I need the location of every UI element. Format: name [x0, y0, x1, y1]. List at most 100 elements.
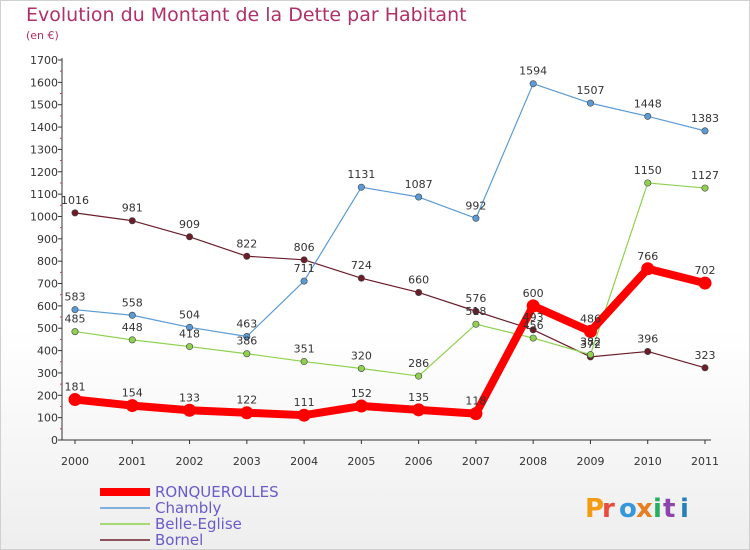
legend-label: Belle-Eglise	[155, 515, 242, 533]
brand-letter: i	[680, 494, 689, 524]
brand-letter: x	[636, 494, 653, 524]
y-tick-label: 200	[37, 389, 58, 402]
data-label: 485	[65, 313, 86, 326]
x-tick-label: 2002	[176, 455, 204, 468]
data-point	[68, 393, 82, 407]
data-point	[243, 333, 251, 341]
proxiti-logo: Pr o x i t i	[585, 494, 689, 524]
data-label: 711	[294, 262, 315, 275]
y-tick-label: 1200	[30, 166, 58, 179]
data-point	[472, 320, 480, 328]
data-label: 1507	[576, 84, 604, 97]
data-label: 1016	[61, 194, 89, 207]
data-label: 386	[236, 335, 257, 348]
data-point	[529, 80, 537, 88]
y-tick-label: 1100	[30, 188, 58, 201]
data-point	[186, 343, 194, 351]
data-point	[472, 214, 480, 222]
y-tick-label: 800	[37, 255, 58, 268]
y-tick-label: 1300	[30, 143, 58, 156]
data-label: 396	[637, 332, 658, 345]
y-tick-label: 900	[37, 233, 58, 246]
data-label: 992	[465, 199, 486, 212]
brand-letter: P	[585, 494, 604, 524]
data-label: 286	[408, 357, 429, 370]
data-point	[243, 252, 251, 260]
y-tick-label: 500	[37, 322, 58, 335]
data-label: 154	[122, 387, 143, 400]
data-point	[186, 323, 194, 331]
axes: 0 100 200 300 400 500 600 700 800 900 1000 1100 1200…	[30, 54, 719, 468]
data-point	[644, 347, 652, 355]
data-point	[644, 179, 652, 187]
series-line-belle-eglise	[74, 182, 706, 377]
chart-title: Evolution du Montant de la Dette par Hab…	[26, 4, 467, 26]
data-label: 576	[465, 292, 486, 305]
x-tick-label: 2009	[576, 455, 604, 468]
data-point	[71, 328, 79, 336]
x-tick-label: 2008	[519, 455, 547, 468]
data-point	[529, 326, 537, 334]
data-point	[186, 233, 194, 241]
x-tick-label: 2001	[118, 455, 146, 468]
data-point	[125, 399, 139, 413]
data-label: 1127	[691, 169, 719, 182]
data-point	[583, 324, 597, 338]
y-tick-label: 700	[37, 278, 58, 291]
data-label: 766	[637, 250, 658, 263]
data-label: 702	[695, 264, 716, 277]
data-label: 822	[236, 237, 257, 250]
data-label: 463	[236, 318, 257, 331]
data-point	[472, 307, 480, 315]
x-tick-label: 2004	[290, 455, 318, 468]
data-point	[415, 193, 423, 201]
data-label: 660	[408, 273, 429, 286]
data-point	[469, 407, 483, 421]
y-tick-label: 300	[37, 367, 58, 380]
x-tick-label: 2003	[233, 455, 261, 468]
data-point	[641, 262, 655, 276]
x-tick-label: 2010	[634, 455, 662, 468]
y-tick-label: 1500	[30, 99, 58, 112]
x-tick-label: 2007	[462, 455, 490, 468]
data-point	[357, 364, 365, 372]
legend-label: Chambly	[155, 499, 221, 517]
data-point	[412, 403, 426, 417]
x-tick-label: 2005	[347, 455, 375, 468]
y-tick-label: 1400	[30, 121, 58, 134]
data-point	[71, 209, 79, 217]
data-label: 724	[351, 259, 372, 272]
data-point	[701, 364, 709, 372]
data-point	[243, 350, 251, 358]
data-label: 1131	[347, 168, 375, 181]
data-point	[586, 351, 594, 359]
data-label: 118	[465, 395, 486, 408]
data-label: 372	[580, 338, 601, 351]
data-label: 1594	[519, 65, 547, 78]
brand-letter: r	[602, 494, 615, 524]
data-point	[354, 399, 368, 413]
data-point	[297, 408, 311, 422]
data-point	[701, 184, 709, 192]
data-label: 1087	[405, 178, 433, 191]
y-tick-label: 400	[37, 345, 58, 358]
brand-letter: o	[619, 494, 637, 524]
data-label: 133	[179, 391, 200, 404]
data-label: 1383	[691, 112, 719, 125]
data-label: 152	[351, 387, 372, 400]
y-tick-label: 1700	[30, 54, 58, 67]
y-tick-label: 0	[51, 434, 58, 447]
data-label: 323	[695, 349, 716, 362]
data-point	[701, 127, 709, 135]
data-point	[586, 99, 594, 107]
data-label: 456	[523, 319, 544, 332]
data-point	[357, 274, 365, 282]
y-tick-label: 1600	[30, 76, 58, 89]
data-point	[128, 217, 136, 225]
brand-letter: i	[653, 494, 662, 524]
data-label: 122	[236, 394, 257, 407]
data-label: 111	[294, 396, 315, 409]
data-point	[526, 299, 540, 313]
